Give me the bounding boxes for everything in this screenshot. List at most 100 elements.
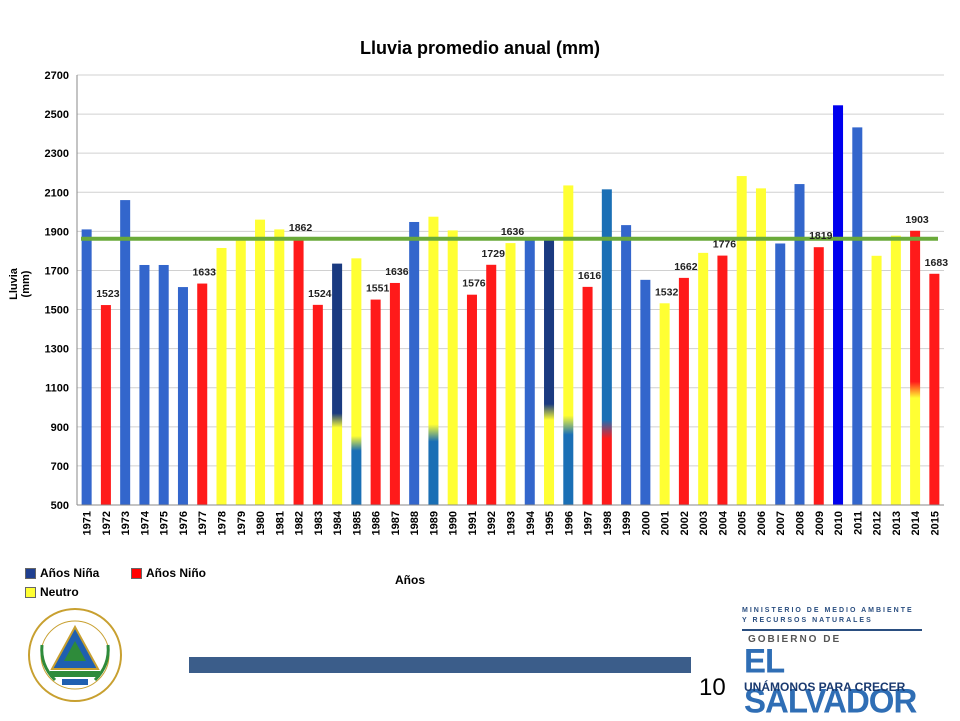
- x-tick-label: 1983: [313, 511, 325, 535]
- data-label: 1819: [809, 230, 833, 242]
- x-tick-label: 1974: [139, 510, 151, 535]
- y-tick-label: 500: [51, 500, 69, 512]
- x-tick-label: 2004: [717, 510, 729, 535]
- bar-2005: [736, 176, 747, 506]
- bar-2015: [929, 273, 940, 505]
- x-tick-label: 1999: [621, 511, 633, 535]
- bar-1972: [100, 305, 111, 505]
- bar-1981: [274, 229, 285, 505]
- x-tick-label: 2008: [795, 511, 807, 535]
- coat-of-arms-icon: [28, 608, 122, 702]
- x-tick-label: 2011: [852, 511, 864, 535]
- y-tick-label: 1300: [45, 344, 69, 356]
- x-tick-label: 1987: [390, 511, 402, 535]
- x-tick-label: 1971: [82, 511, 94, 535]
- legend-label-nina: Años Niña: [40, 566, 100, 580]
- bar-2003: [698, 252, 709, 505]
- bar-2010: [833, 105, 844, 505]
- bar-1990: [447, 230, 458, 506]
- bar-1989: [428, 216, 439, 506]
- bar-2002: [678, 277, 689, 505]
- country-name: EL SALVADOR: [744, 641, 917, 720]
- x-tick-label: 1988: [409, 511, 421, 535]
- bar-1996: [563, 185, 574, 505]
- bar-1986: [370, 299, 381, 505]
- x-tick-label: 2013: [891, 511, 903, 535]
- x-tick-label: 1995: [544, 511, 556, 535]
- ministry-line-1: MINISTERIO DE MEDIO AMBIENTE: [742, 607, 914, 614]
- data-label: 1576: [462, 278, 486, 290]
- data-label: 1862: [289, 222, 313, 234]
- x-tick-label: 1993: [506, 511, 518, 535]
- y-tick-label: 2700: [45, 70, 69, 82]
- legend-swatch-nino: [131, 567, 142, 579]
- government-logo: MINISTERIO DE MEDIO AMBIENTE Y RECURSOS …: [740, 605, 940, 720]
- bar-1987: [389, 282, 400, 505]
- x-tick-label: 2002: [679, 511, 691, 535]
- bar-1999: [621, 225, 632, 506]
- y-tick-label: 1100: [45, 383, 69, 395]
- x-tick-label: 1985: [351, 511, 363, 535]
- x-tick-label: 1981: [274, 511, 286, 535]
- legend-swatch-neutro: [25, 586, 36, 598]
- data-label: 1551: [366, 283, 390, 295]
- data-label: 1636: [385, 266, 409, 278]
- data-label: 1903: [905, 214, 929, 226]
- legend-label-neutro: Neutro: [40, 585, 79, 599]
- legend-item-nino: Años Niño: [131, 566, 206, 580]
- x-tick-label: 2012: [872, 511, 884, 535]
- bar-1994: [524, 239, 535, 505]
- bar-1976: [177, 287, 188, 505]
- x-tick-label: 2000: [640, 511, 652, 535]
- bar-1979: [235, 237, 246, 505]
- x-tick-label: 1978: [217, 511, 229, 535]
- data-label: 1636: [501, 226, 525, 238]
- data-label: 1683: [925, 257, 949, 269]
- bar-2011: [852, 127, 863, 505]
- x-tick-label: 1976: [178, 511, 190, 535]
- data-label: 1776: [713, 239, 737, 251]
- bar-2007: [775, 243, 786, 505]
- bar-1973: [120, 200, 131, 505]
- bar-2001: [659, 303, 670, 505]
- bar-2013: [890, 235, 901, 505]
- x-tick-label: 1977: [197, 511, 209, 535]
- slogan: UNÁMONOS PARA CRECER: [744, 680, 906, 694]
- y-tick-label: 1500: [45, 305, 69, 317]
- bar-1985: [351, 258, 362, 505]
- x-tick-label: 2007: [775, 511, 787, 535]
- gobierno-text: GOBIERNO DE: [748, 634, 842, 645]
- bar-1988: [409, 221, 420, 505]
- x-tick-label: 2009: [814, 511, 826, 535]
- bar-1992: [486, 264, 497, 505]
- bar-1971: [81, 229, 92, 505]
- x-tick-label: 1984: [332, 510, 344, 535]
- x-tick-label: 1990: [448, 511, 460, 535]
- y-tick-label: 2500: [45, 109, 69, 121]
- bar-1991: [466, 294, 477, 505]
- y-tick-label: 2300: [45, 148, 69, 160]
- bar-1980: [255, 219, 266, 506]
- bar-2012: [871, 255, 882, 505]
- bar-1975: [158, 264, 169, 505]
- x-tick-label: 1989: [428, 511, 440, 535]
- bar-1984: [332, 263, 343, 505]
- data-label: 1633: [193, 267, 217, 279]
- x-tick-label: 2003: [698, 511, 710, 535]
- x-tick-label: 2014: [910, 510, 922, 535]
- x-tick-label: 1972: [101, 511, 113, 535]
- x-tick-label: 1973: [120, 511, 132, 535]
- x-tick-label: 2015: [929, 511, 941, 535]
- x-tick-label: 1996: [563, 511, 575, 535]
- x-tick-label: 1979: [236, 511, 248, 535]
- data-label: 1729: [482, 248, 506, 260]
- bar-2014: [910, 230, 921, 505]
- bar-2009: [813, 247, 824, 506]
- data-label: 1616: [578, 270, 602, 282]
- bar-1998: [601, 189, 612, 505]
- x-tick-label: 1997: [583, 511, 595, 535]
- y-tick-label: 700: [51, 461, 69, 473]
- y-tick-label: 900: [51, 422, 69, 434]
- bar-1974: [139, 264, 150, 505]
